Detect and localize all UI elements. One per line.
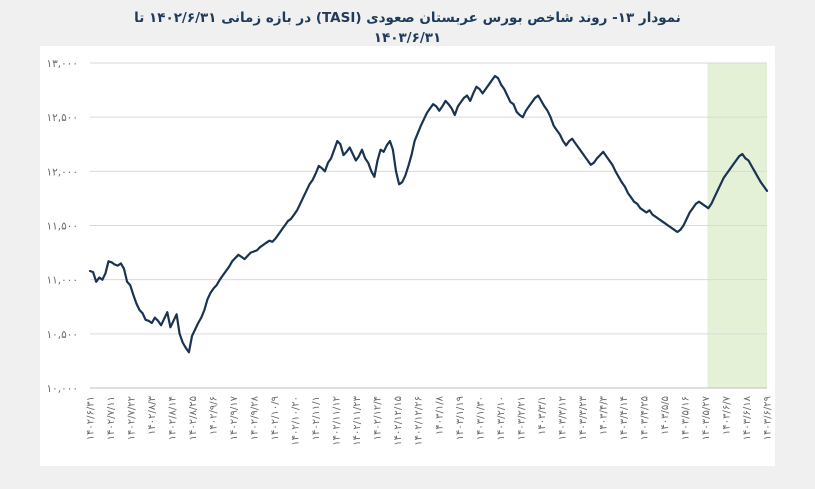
x-tick-label: ۱۴۰۲/۸/۲۵ [188, 396, 199, 440]
y-tick-label: ۱۰,۵۰۰ [46, 329, 78, 341]
x-tick-label: ۱۴۰۲/۱۲/۲۶ [414, 396, 425, 446]
x-tick-label: ۱۴۰۳/۲/۱۰ [496, 396, 507, 440]
x-tick-label: ۱۴۰۳/۴/۳ [598, 395, 609, 435]
x-tick-label: ۱۴۰۲/۱۰/۲۰ [291, 396, 302, 446]
x-tick-label: ۱۴۰۳/۶/۲۹ [763, 396, 774, 440]
x-tick-label: ۱۴۰۳/۵/۲۷ [701, 395, 712, 440]
y-tick-label: ۱۲,۰۰۰ [46, 166, 78, 178]
x-tick-label: ۱۴۰۲/۸/۳ [147, 395, 158, 435]
x-tick-label: ۱۴۰۳/۳/۱۲ [557, 396, 568, 440]
chart-panel: ۱۰,۰۰۰ ۱۰,۵۰۰ ۱۱,۰۰۰ ۱۱,۵۰۰ ۱۲,۰۰۰ ۱۲,۵۰۰ ۱۳,۰… [40, 46, 775, 466]
x-tick-label: ۱۴۰۲/۶/۳۱ [86, 396, 97, 440]
x-tick-label: ۱۴۰۳/۳/۲۳ [578, 395, 589, 440]
x-tick-label: ۱۴۰۳/۴/۲۵ [639, 396, 650, 440]
x-tick-label: ۱۴۰۲/۸/۱۴ [168, 396, 179, 440]
x-tick-label: ۱۴۰۳/۳/۱ [537, 396, 548, 435]
x-tick-label: ۱۴۰۲/۱۲/۱۵ [393, 396, 404, 446]
y-tick-label: ۱۳,۰۰۰ [46, 58, 78, 70]
chart-title-line1: نمودار ۱۳- روند شاخص بورس عربستان صعودی … [134, 10, 681, 26]
x-tick-label: ۱۴۰۳/۶/۱۸ [742, 395, 753, 440]
x-tick-label: ۱۴۰۳/۲/۲۱ [516, 396, 527, 440]
x-tick-label: ۱۴۰۳/۱/۱۹ [455, 396, 466, 440]
line-chart: ۱۰,۰۰۰ ۱۰,۵۰۰ ۱۱,۰۰۰ ۱۱,۵۰۰ ۱۲,۰۰۰ ۱۲,۵۰۰ ۱۳,۰… [46, 58, 774, 446]
y-tick-label: ۱۱,۰۰۰ [46, 275, 78, 287]
x-tick-label: ۱۴۰۲/۱۲/۴ [373, 396, 384, 440]
x-tick-label: ۱۴۰۲/۹/۱۷ [229, 395, 240, 440]
x-tick-label: ۱۴۰۲/۱۱/۲۳ [352, 395, 363, 445]
x-tick-label: ۱۴۰۳/۱/۸ [434, 395, 445, 435]
x-tick-label: ۱۴۰۳/۱/۳۰ [475, 396, 486, 440]
y-tick-label: ۱۱,۵۰۰ [46, 221, 78, 233]
tasi-index-line [88, 74, 769, 354]
x-tick-label: ۱۴۰۲/۹/۲۸ [250, 395, 261, 440]
x-tick-label: ۱۴۰۳/۵/۱۶ [680, 396, 691, 440]
x-tick-label: ۱۴۰۳/۵/۵ [660, 396, 671, 435]
x-tick-label: ۱۴۰۲/۷/۲۲ [127, 396, 138, 440]
y-tick-label: ۱۰,۰۰۰ [46, 383, 78, 395]
x-tick-label: ۱۴۰۲/۱۱/۱۲ [332, 396, 343, 446]
chart-title: نمودار ۱۳- روند شاخص بورس عربستان صعودی … [40, 8, 775, 48]
x-tick-label: ۱۴۰۳/۶/۷ [721, 395, 732, 435]
y-tick-label: ۱۲,۵۰۰ [46, 112, 78, 124]
x-tick-label: ۱۴۰۳/۴/۱۴ [619, 396, 630, 440]
chart-title-line2: ۱۴۰۳/۶/۳۱ [373, 30, 442, 46]
x-tick-label: ۱۴۰۲/۱۰/۹ [270, 396, 281, 440]
x-tick-label: ۱۴۰۲/۷/۱۱ [106, 396, 117, 440]
x-tick-label: ۱۴۰۲/۹/۶ [209, 396, 220, 435]
x-tick-label: ۱۴۰۲/۱۱/۱ [311, 396, 322, 440]
